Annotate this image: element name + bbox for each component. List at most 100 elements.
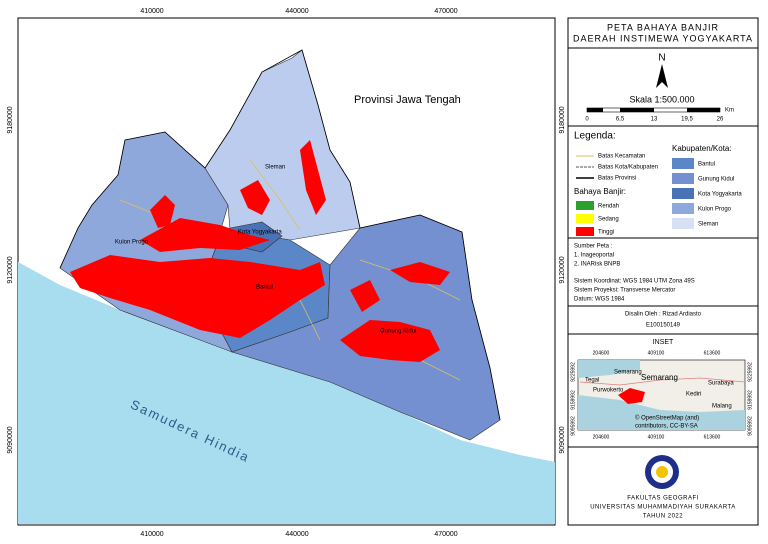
scale-tick: 26: [717, 117, 724, 123]
logo-center: [656, 466, 668, 478]
province-border: [59, 49, 501, 421]
flood-high: [70, 140, 450, 362]
coord-label: 9120000: [7, 256, 14, 283]
inset-place: Surabaya: [708, 381, 734, 387]
source-title: Sumber Peta :: [574, 244, 613, 250]
side-panel: PETA BAHAYA BANJIR DAERAH INSTIMEWA YOGY…: [567, 17, 759, 526]
scale-tick: 6,5: [616, 117, 625, 123]
flood-patch: [340, 320, 440, 362]
inset-coord: 9095992: [747, 416, 753, 436]
sea: [18, 262, 555, 524]
legend-title: Legenda:: [574, 131, 616, 142]
inset-coord: 204600: [593, 434, 610, 440]
inset-place: Semarang: [614, 370, 642, 376]
legend-item: Kota Yogyakarta: [698, 192, 742, 198]
coord-label: 9090000: [559, 426, 566, 453]
inset-title: INSET: [653, 339, 674, 346]
legend-item: Kulon Progo: [698, 207, 732, 213]
legend-item: Batas Kecamatan: [598, 154, 645, 160]
inset-sea: [578, 395, 745, 430]
legend-swatch: [672, 218, 694, 229]
flood-patch: [300, 140, 326, 215]
inset-coord: 409100: [648, 350, 665, 356]
legend-item: Bantul: [698, 162, 715, 168]
coord-label: 410000: [140, 531, 163, 538]
legend-subtitle: Bahaya Banjir:: [574, 187, 626, 196]
legend-item: Sleman: [698, 222, 718, 228]
inset-sea: [578, 360, 640, 378]
coord-label: 9120000: [559, 256, 566, 283]
scale-tick: 19,5: [681, 117, 693, 123]
inset-map: Tegal Semarang Semarang Surabaya Purwoke…: [577, 359, 746, 431]
inset-coord: 613600: [704, 350, 721, 356]
scale-segment: [687, 108, 720, 112]
scale-label: Skala 1:500.000: [629, 94, 694, 104]
crs-info: Sistem Koordinat: WGS 1984 UTM Zona 49S: [574, 279, 695, 285]
region-label: Sleman: [265, 165, 285, 171]
province-label: Provinsi Jawa Tengah: [354, 94, 461, 106]
source-item: 2. INARisk BNPB: [574, 262, 620, 268]
scale-unit: Km: [725, 108, 734, 114]
legend-item: Tinggi: [598, 230, 614, 236]
scale-segment: [587, 108, 603, 112]
title: PETA BAHAYA BANJIR: [607, 22, 719, 32]
inset-place: Kediri: [686, 392, 701, 398]
legend-swatch: [672, 158, 694, 169]
inset-coord: 409100: [648, 434, 665, 440]
flood-patch: [350, 280, 380, 312]
north-arrow: [656, 64, 668, 88]
inset-credit: © OpenStreetMap (and): [635, 415, 699, 422]
coord-label: 9180000: [7, 106, 14, 133]
inset-coord: 613600: [704, 434, 721, 440]
coord-label: 9090000: [7, 426, 14, 453]
flood-patch: [140, 218, 270, 252]
legend-item: Gunung Kidul: [698, 177, 734, 183]
legend-item: Batas Provinsi: [598, 176, 636, 182]
legend-subtitle: Kabupaten/Kota:: [672, 144, 732, 153]
coord-label: 470000: [434, 531, 457, 538]
legend-swatch: [672, 203, 694, 214]
inset-coord: 9095992: [570, 416, 576, 436]
inset-road: [579, 377, 746, 386]
legend-swatch: [672, 188, 694, 199]
inset-coord: 9225992: [570, 362, 576, 382]
university-logo: [645, 455, 679, 489]
inset-coord: 9159992: [747, 390, 753, 410]
author: E100150149: [646, 323, 681, 329]
institution: FAKULTAS GEOGRAFI: [627, 496, 699, 502]
coord-label: 440000: [285, 531, 308, 538]
source-item: 1. Inageoportal: [574, 253, 614, 259]
legend-item: Rendah: [598, 204, 619, 210]
region-label: Bantul: [256, 285, 273, 291]
flood-patch: [240, 180, 270, 215]
coord-label: 440000: [285, 8, 308, 15]
legend-swatch: [672, 173, 694, 184]
region-label: Kulon Progo: [115, 240, 149, 246]
inset-coord: 9159992: [570, 390, 576, 410]
region-label: Kota Yogyakarta: [238, 230, 282, 236]
title: DAERAH INSTIMEWA YOGYAKARTA: [573, 33, 753, 43]
flood-patch: [150, 195, 175, 228]
inset-coord: 204600: [593, 350, 610, 356]
coord-label: 470000: [434, 8, 457, 15]
panel-frame: [567, 17, 759, 526]
legend-item: Batas Kota/Kabupaten: [598, 165, 658, 171]
inset-study-area: [618, 388, 645, 404]
institution: UNIVERSITAS MUHAMMADIYAH SURAKARTA: [590, 505, 736, 511]
inset-place: Tegal: [585, 378, 599, 384]
inset-place: Semarang: [641, 373, 678, 382]
crs-info: Datum: WGS 1984: [574, 297, 625, 303]
legend-swatch: [576, 214, 594, 223]
legend-item: Sedang: [598, 217, 619, 223]
flood-patch: [390, 262, 450, 285]
main-map: 410000 440000 470000 410000 440000 47000…: [7, 8, 566, 538]
inset-place: Malang: [712, 404, 732, 410]
inset-place: Purwokerto: [593, 388, 624, 394]
coord-label: 410000: [140, 8, 163, 15]
scale-tick: 0: [585, 117, 589, 123]
legend-swatch: [576, 201, 594, 210]
scale-tick: 13: [651, 117, 658, 123]
institution: TAHUN 2022: [643, 514, 683, 520]
inset-coord: 9225992: [747, 362, 753, 382]
